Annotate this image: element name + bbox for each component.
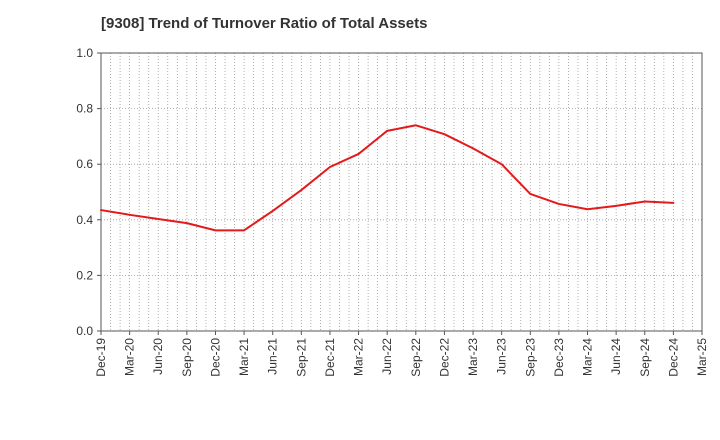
axes xyxy=(97,52,703,335)
series-line xyxy=(100,124,675,232)
tick-labels: 0.0 0.2 0.4 0.6 0.8 1.0 Dec-19 Mar-20 Jun-20 Sep-… xyxy=(76,46,709,377)
x-tick-label: Dec-20 xyxy=(208,338,222,377)
x-tick-label: Jun-20 xyxy=(151,338,165,375)
x-tick-label: Jun-21 xyxy=(266,338,280,375)
x-tick-label: Sep-24 xyxy=(638,338,652,377)
x-tick-label: Mar-22 xyxy=(352,338,366,376)
x-tick-label: Mar-21 xyxy=(237,338,251,376)
x-tick-label: Dec-22 xyxy=(437,338,451,377)
x-tick-label: Jun-24 xyxy=(609,338,623,375)
x-tick-label: Sep-22 xyxy=(409,338,423,377)
x-tick-label: Mar-24 xyxy=(581,338,595,376)
y-tick-label: 0.2 xyxy=(76,268,93,282)
y-tick-label: 0.6 xyxy=(76,157,93,171)
plot-border xyxy=(100,52,703,332)
series-layer xyxy=(100,124,675,232)
x-tick-label: Jun-23 xyxy=(495,338,509,375)
y-tick-label: 0.0 xyxy=(76,324,93,338)
x-tick-label: Dec-19 xyxy=(94,338,108,377)
x-tick-label: Dec-24 xyxy=(666,338,680,377)
y-tick-label: 1.0 xyxy=(76,46,93,60)
x-tick-label: Dec-21 xyxy=(323,338,337,377)
y-tick-label: 0.4 xyxy=(76,213,93,227)
x-tick-label: Mar-20 xyxy=(123,338,137,376)
x-tick-label: Sep-21 xyxy=(294,338,308,377)
y-tick-label: 0.8 xyxy=(76,102,93,116)
x-tick-label: Sep-20 xyxy=(180,338,194,377)
grid-lines xyxy=(100,52,703,332)
x-tick-label: Dec-23 xyxy=(552,338,566,377)
x-tick-label: Jun-22 xyxy=(380,338,394,375)
chart-title: [9308] Trend of Turnover Ratio of Total … xyxy=(101,15,428,32)
x-tick-label: Mar-25 xyxy=(695,338,709,376)
x-tick-label: Mar-23 xyxy=(466,338,480,376)
x-tick-label: Sep-23 xyxy=(523,338,537,377)
